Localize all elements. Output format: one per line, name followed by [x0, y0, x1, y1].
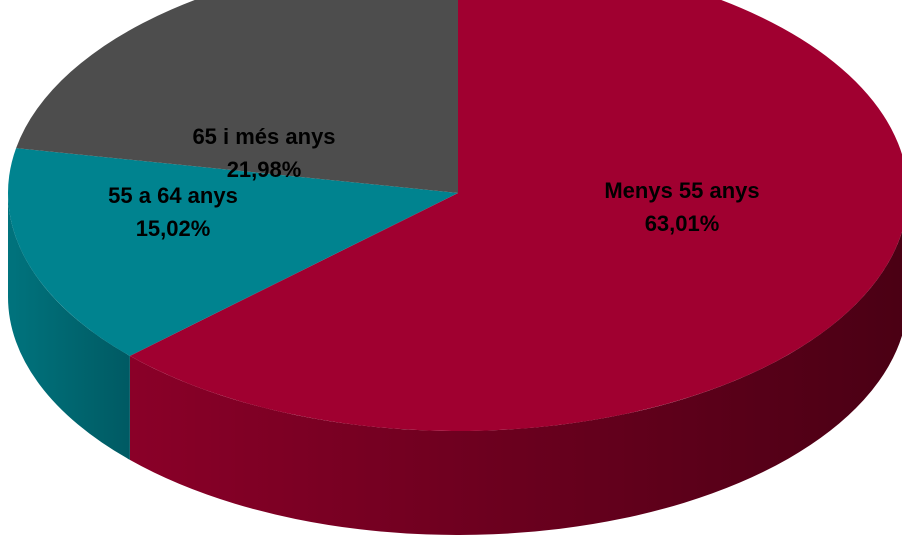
- pie-slice-menys-55-anys: [129, 0, 902, 431]
- slice-label-55-a-64-anys: 55 a 64 anys 15,02%: [108, 183, 238, 241]
- slice-value-55-a-64-anys: 15,02%: [136, 216, 211, 241]
- pie-slice-65-i-mes-anys: [16, 0, 458, 193]
- pie-tops: [7, 0, 902, 431]
- slice-value-menys-55-anys: 63,01%: [645, 211, 720, 236]
- slice-category-65-i-mes-anys: 65 i més anys: [192, 124, 335, 149]
- pie-slice-55-a-64-anys: [7, 148, 458, 356]
- pie-labels: Menys 55 anys 63,01% 55 a 64 anys 15,02% 65 …: [108, 124, 759, 241]
- slice-category-menys-55-anys: Menys 55 anys: [604, 178, 759, 203]
- pie-side-55-a-64-anys: [8, 193, 130, 460]
- pie-side-menys-55-anys: [129, 231, 902, 535]
- slice-category-55-a-64-anys: 55 a 64 anys: [108, 183, 238, 208]
- slice-label-menys-55-anys: Menys 55 anys 63,01%: [604, 178, 759, 236]
- slice-value-65-i-mes-anys: 21,98%: [227, 157, 302, 182]
- pie-sides: [8, 193, 902, 535]
- slice-label-65-i-mes-anys: 65 i més anys 21,98%: [192, 124, 335, 182]
